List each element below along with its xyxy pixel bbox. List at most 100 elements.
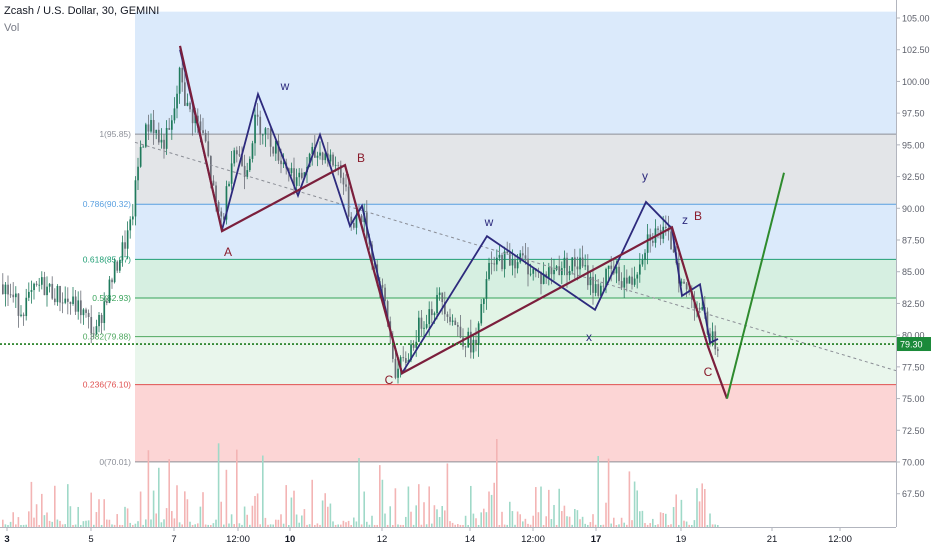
volume-bar — [680, 499, 683, 527]
candle-body — [314, 146, 316, 158]
volume-bar — [628, 471, 631, 527]
volume-bar — [178, 522, 181, 527]
volume-bar — [85, 520, 87, 527]
volume-bar — [238, 523, 241, 527]
time-tick-label: 12 — [377, 534, 388, 545]
volume-bar — [134, 523, 137, 527]
volume-bar — [542, 524, 545, 527]
volume-bar — [402, 524, 404, 527]
candle-body — [106, 301, 108, 303]
candle-body — [405, 358, 407, 364]
volume-bar — [173, 518, 176, 527]
volume-bar — [90, 492, 92, 527]
volume-bar — [646, 524, 649, 527]
candle-body — [600, 285, 602, 296]
candle-body — [459, 326, 462, 338]
volume-bar — [540, 486, 542, 527]
candle-body — [93, 333, 95, 335]
volume-bar — [467, 524, 469, 527]
candle-body — [334, 164, 337, 166]
volume-bar — [462, 524, 464, 527]
volume-bar — [672, 507, 675, 527]
volume-bar — [579, 519, 581, 527]
candle-body — [553, 269, 555, 275]
candle-body — [581, 257, 584, 267]
volume-bar — [241, 524, 243, 527]
candle-body — [649, 234, 652, 241]
candle-body — [345, 184, 347, 187]
volume-bar — [243, 506, 246, 527]
volume-bar — [717, 524, 719, 527]
candle-body — [470, 331, 472, 353]
candle-body — [108, 279, 111, 303]
candle-body — [264, 128, 267, 135]
candle-body — [165, 128, 168, 149]
fib-zone — [135, 11, 896, 135]
candle-body — [594, 284, 597, 293]
candle-body — [631, 276, 633, 285]
candle-body — [277, 140, 280, 161]
candle-body — [155, 129, 158, 134]
candle-body — [259, 116, 262, 135]
candle-body — [688, 289, 691, 291]
candle-body — [386, 301, 389, 322]
candle-body — [30, 290, 33, 292]
candle-body — [43, 277, 46, 296]
volume-bar — [129, 522, 131, 527]
candle-body — [173, 108, 176, 121]
candle-body — [394, 358, 397, 378]
volume-bar — [475, 518, 477, 527]
candle-body — [176, 93, 178, 109]
volume-bar — [17, 517, 20, 527]
candle-body — [319, 152, 321, 156]
volume-bar — [555, 524, 558, 527]
candle-body — [186, 102, 189, 106]
volume-bar — [615, 524, 618, 527]
volume-bar — [522, 521, 524, 527]
volume-bar — [345, 522, 347, 527]
time-tick-label: 21 — [767, 534, 778, 545]
volume-bar — [386, 524, 389, 527]
candle-body — [571, 257, 574, 272]
candle-body — [236, 150, 238, 155]
volume-bar — [654, 525, 657, 527]
candle-body — [337, 164, 340, 166]
volume-bar — [470, 485, 472, 527]
volume-bar — [527, 523, 529, 527]
candle-body — [360, 215, 363, 223]
volume-bar — [272, 524, 274, 527]
candle-body — [576, 266, 579, 270]
fib-level-label: 0.382(79.88) — [83, 332, 131, 342]
candle-body — [95, 326, 98, 334]
candle-body — [64, 298, 67, 303]
candle-body — [139, 147, 142, 167]
volume-bar — [600, 524, 602, 527]
volume-bar — [332, 521, 334, 527]
candle-body — [633, 278, 636, 285]
candle-body — [433, 313, 436, 316]
volume-bar — [61, 524, 64, 527]
volume-bar — [295, 514, 298, 527]
candle-body — [451, 320, 454, 322]
volume-bar — [576, 510, 579, 527]
volume-bar — [225, 469, 228, 527]
candle-body — [220, 211, 223, 217]
volume-bar — [59, 520, 61, 527]
candle-body — [480, 304, 483, 324]
candle-body — [329, 154, 332, 162]
volume-bar — [280, 514, 282, 527]
volume-bar — [22, 524, 25, 527]
candle-body — [644, 252, 646, 261]
candle-body — [41, 277, 43, 285]
candle-body — [597, 284, 600, 296]
volume-bar — [511, 511, 514, 527]
price-tick-label: 67.50 — [902, 489, 925, 499]
volume-bar — [350, 524, 352, 527]
volume-bar — [293, 490, 295, 527]
volume-bar — [399, 524, 402, 527]
volume-bar — [56, 519, 59, 527]
candle-body — [646, 234, 649, 253]
candle-body — [462, 337, 464, 347]
